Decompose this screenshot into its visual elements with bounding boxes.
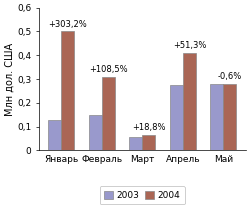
Bar (48, 120, 61, 150)
Bar (183, 53, 196, 150)
Text: +108,5%: +108,5% (89, 65, 128, 74)
Bar (61, 32, 74, 150)
Text: +303,2%: +303,2% (48, 20, 87, 29)
Bar (170, 85, 183, 150)
Bar (224, 84, 236, 150)
Bar (129, 137, 142, 150)
Y-axis label: Млн дол. США: Млн дол. США (4, 42, 14, 116)
Bar (210, 84, 224, 150)
Text: +51,3%: +51,3% (173, 41, 206, 50)
Bar (102, 77, 115, 150)
Legend: 2003, 2004: 2003, 2004 (100, 186, 185, 204)
Bar (142, 135, 155, 150)
Text: -0,6%: -0,6% (218, 72, 242, 81)
Text: +18,8%: +18,8% (132, 123, 166, 132)
Bar (89, 115, 102, 150)
